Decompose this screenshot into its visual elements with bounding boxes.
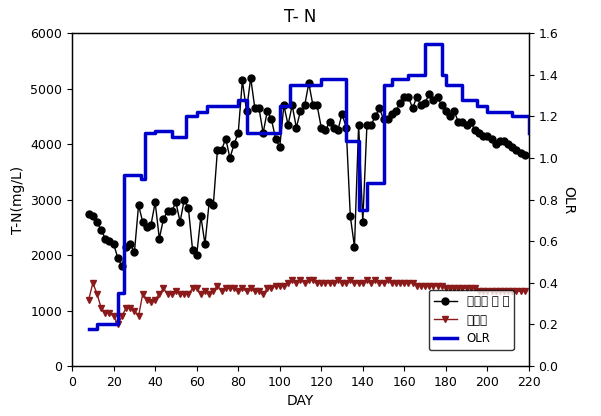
X-axis label: DAY: DAY	[287, 394, 314, 409]
Y-axis label: OLR: OLR	[561, 186, 575, 214]
Legend: 유입를 폐 수, 유출수, OLR: 유입를 폐 수, 유출수, OLR	[429, 290, 514, 350]
Y-axis label: T-N(mg/L): T-N(mg/L)	[11, 166, 25, 234]
Title: T- N: T- N	[284, 8, 317, 26]
